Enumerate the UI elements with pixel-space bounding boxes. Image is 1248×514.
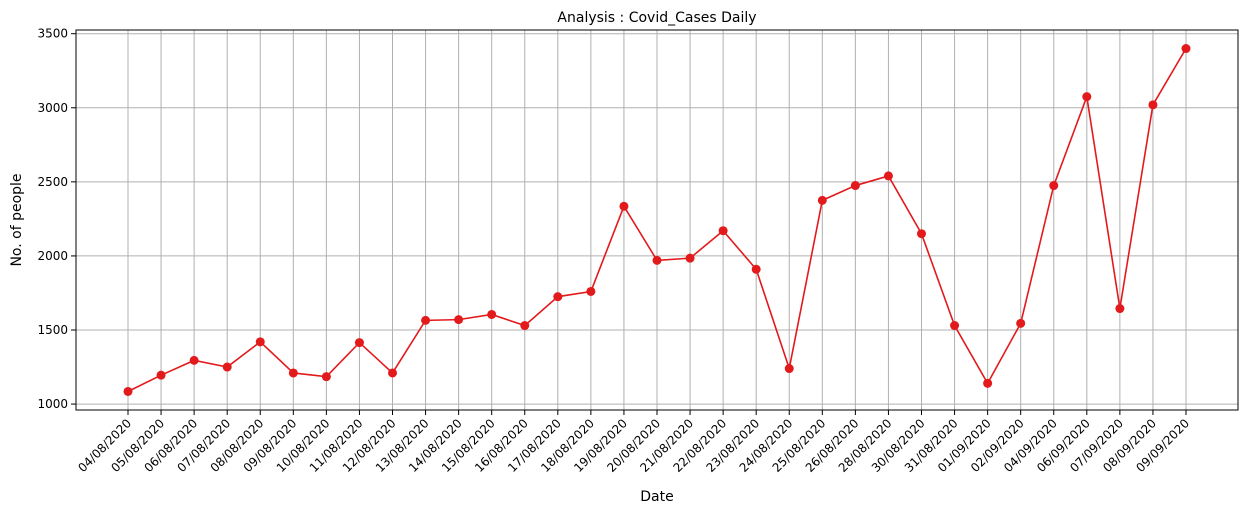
data-point [718, 226, 728, 236]
data-point [156, 370, 166, 380]
data-point [586, 286, 596, 296]
data-point [1049, 181, 1059, 191]
y-tick-label: 2000 [37, 249, 68, 263]
data-point [983, 378, 993, 388]
series [123, 44, 1191, 396]
data-point [421, 315, 431, 325]
data-point [354, 338, 364, 348]
y-tick-label: 3500 [37, 27, 68, 41]
data-point [917, 229, 926, 239]
y-tick-label: 1500 [37, 323, 68, 337]
y-tick-label: 2500 [37, 175, 68, 189]
data-point [222, 362, 232, 372]
data-point [619, 201, 629, 211]
data-point [850, 181, 860, 191]
data-point [1181, 44, 1191, 54]
data-point [817, 195, 827, 205]
data-point [123, 386, 133, 396]
y-tick-label: 1000 [37, 397, 68, 411]
data-point [883, 171, 893, 181]
data-point [751, 264, 761, 274]
data-point [685, 253, 695, 263]
data-point [1115, 304, 1125, 314]
chart-title: Analysis : Covid_Cases Daily [557, 10, 756, 26]
data-point [255, 337, 265, 347]
data-point [487, 309, 497, 319]
data-point [288, 368, 298, 378]
data-point [784, 364, 794, 374]
x-axis: 04/08/202005/08/202006/08/202007/08/2020… [75, 410, 1192, 475]
data-point [520, 321, 530, 331]
y-tick-label: 3000 [37, 101, 68, 115]
plot-frame [75, 29, 1239, 411]
data-point [950, 321, 960, 331]
data-point [652, 255, 662, 265]
data-point [321, 372, 331, 382]
x-axis-title: Date [640, 489, 673, 505]
data-point [1016, 318, 1026, 328]
data-point [1148, 100, 1158, 110]
data-point [1082, 92, 1092, 102]
data-point [553, 292, 563, 302]
data-point [454, 315, 464, 325]
data-point [189, 355, 199, 365]
data-point [388, 368, 397, 378]
y-axis: 1000 1500 2000 2500 3000 3500 [37, 27, 76, 411]
grid [76, 30, 1238, 410]
y-axis-title: No. of people [9, 173, 25, 266]
